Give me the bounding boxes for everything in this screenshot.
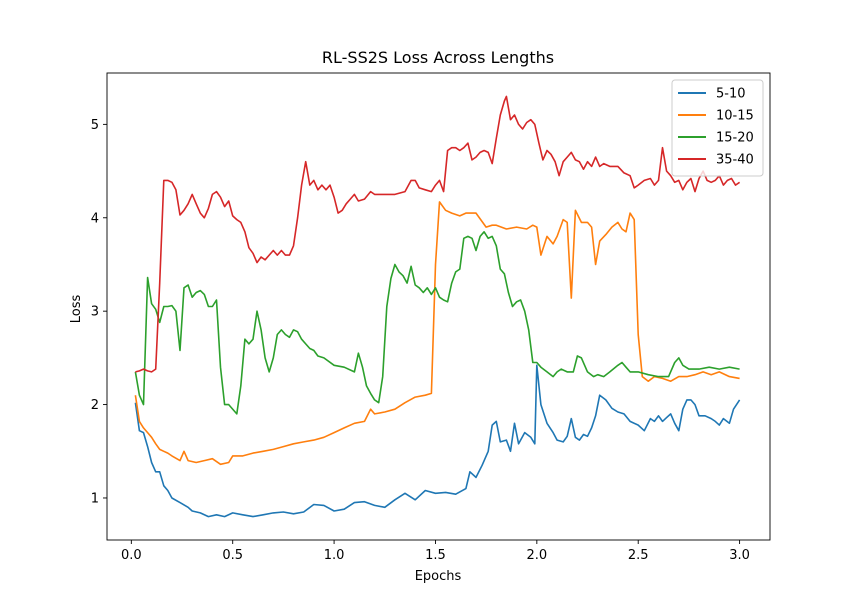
x-tick-label: 1.5 — [425, 548, 446, 563]
y-tick-label: 4 — [91, 211, 99, 226]
x-tick-label: 1.0 — [324, 548, 345, 563]
y-tick-label: 5 — [91, 118, 99, 133]
x-tick-label: 0.0 — [121, 548, 142, 563]
y-axis-label: Loss — [69, 295, 84, 324]
legend-label: 35-40 — [716, 153, 754, 168]
legend-label: 5-10 — [716, 87, 746, 102]
y-tick-label: 2 — [91, 398, 99, 413]
series-line-10-15 — [134, 201, 740, 466]
x-tick-label: 3.0 — [729, 548, 750, 563]
legend: 5-10 10-15 15-20 35-40 — [671, 79, 764, 177]
y-tick-label: 1 — [91, 491, 99, 506]
axes: 0.0 0.5 1.0 1.5 2.0 2.5 3.0 1 2 3 4 5 — [91, 72, 771, 563]
x-tick-label: 0.5 — [222, 548, 243, 563]
series-line-35-40 — [135, 95, 741, 373]
x-tick-label: 2.0 — [526, 548, 547, 563]
legend-label: 15-20 — [716, 131, 754, 146]
plot-lines — [134, 95, 741, 518]
series-line-15-20 — [134, 231, 740, 415]
y-tick-label: 3 — [91, 305, 99, 320]
plot-frame — [106, 72, 771, 541]
series-line-5-10 — [134, 364, 741, 518]
x-tick-label: 2.5 — [628, 548, 649, 563]
legend-label: 10-15 — [716, 109, 754, 124]
legend-box — [671, 79, 764, 177]
x-axis-label: Epochs — [415, 569, 462, 584]
chart-title: RL-SS2S Loss Across Lengths — [322, 48, 554, 67]
